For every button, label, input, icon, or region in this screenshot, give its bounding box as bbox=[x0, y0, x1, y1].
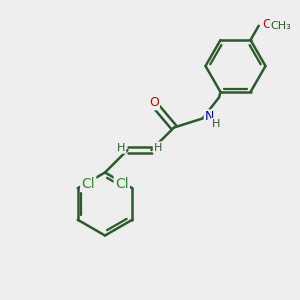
Text: H: H bbox=[154, 142, 162, 153]
Text: H: H bbox=[212, 119, 220, 129]
Text: Cl: Cl bbox=[81, 177, 95, 191]
Text: H: H bbox=[117, 142, 125, 153]
Text: CH₃: CH₃ bbox=[271, 21, 291, 31]
Text: O: O bbox=[149, 96, 159, 109]
Text: Cl: Cl bbox=[115, 177, 129, 191]
Text: O: O bbox=[262, 18, 272, 31]
Text: N: N bbox=[205, 110, 214, 124]
